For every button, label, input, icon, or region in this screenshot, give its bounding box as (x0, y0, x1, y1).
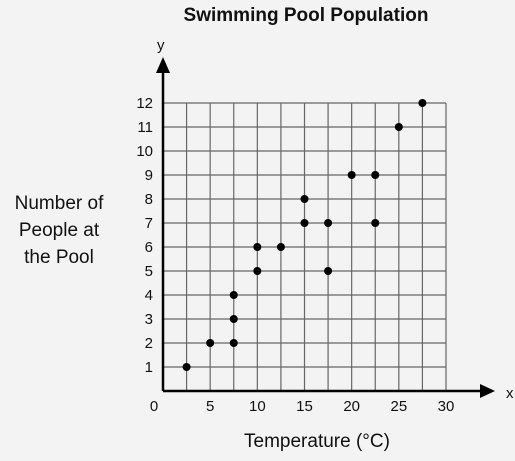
y-tick-label: 4 (145, 287, 153, 304)
grid-lines (163, 102, 447, 391)
data-point (253, 267, 262, 275)
y-tick-label: 2 (145, 335, 153, 352)
data-point (394, 123, 403, 131)
data-point (229, 291, 238, 299)
y-tick-label: 12 (136, 95, 153, 112)
data-point (206, 339, 215, 347)
data-point (229, 339, 238, 347)
data-point (371, 171, 380, 179)
y-tick-label: 5 (145, 263, 153, 280)
y-axis-label: Number of People at the Pool (0, 190, 118, 271)
y-tick-label: 1 (145, 359, 153, 376)
x-axis-arrow-icon (480, 384, 495, 398)
data-point (276, 243, 285, 251)
chart-title: Swimming Pool Population (184, 5, 429, 26)
x-axis-letter: x (506, 385, 514, 402)
data-point (418, 99, 427, 107)
data-point (182, 363, 191, 371)
y-tick-label: 11 (137, 119, 153, 136)
data-point (324, 219, 333, 227)
y-tick-label: 9 (145, 167, 153, 184)
data-point (253, 243, 262, 251)
data-points (182, 99, 427, 371)
x-tick-label: 20 (343, 398, 360, 415)
x-tick-label: 5 (206, 398, 214, 415)
y-tick-label: 10 (136, 143, 153, 160)
y-axis-arrow-icon (156, 57, 170, 73)
data-point (347, 171, 356, 179)
x-tick-label: 30 (438, 398, 455, 415)
y-tick-label: 3 (145, 311, 153, 328)
x-tick-label: 10 (249, 398, 266, 415)
data-point (324, 267, 333, 275)
y-tick-label: 8 (145, 191, 153, 208)
data-point (229, 315, 238, 323)
axes (156, 57, 495, 398)
data-point (300, 195, 309, 203)
x-tick-label: 15 (296, 398, 313, 415)
y-tick-label: 6 (145, 239, 153, 256)
y-axis-label-line: People at (18, 220, 100, 241)
x-tick-label: 25 (390, 398, 407, 415)
y-axis-label-line: Number of (14, 193, 104, 214)
x-axis-label: Temperature (°C) (244, 431, 390, 452)
y-axis-letter: y (157, 37, 165, 54)
x-tick-label: 0 (150, 398, 158, 415)
y-tick-label: 7 (145, 215, 153, 232)
y-axis-label-line: the Pool (24, 247, 94, 268)
data-point (300, 219, 309, 227)
data-point (371, 219, 380, 227)
